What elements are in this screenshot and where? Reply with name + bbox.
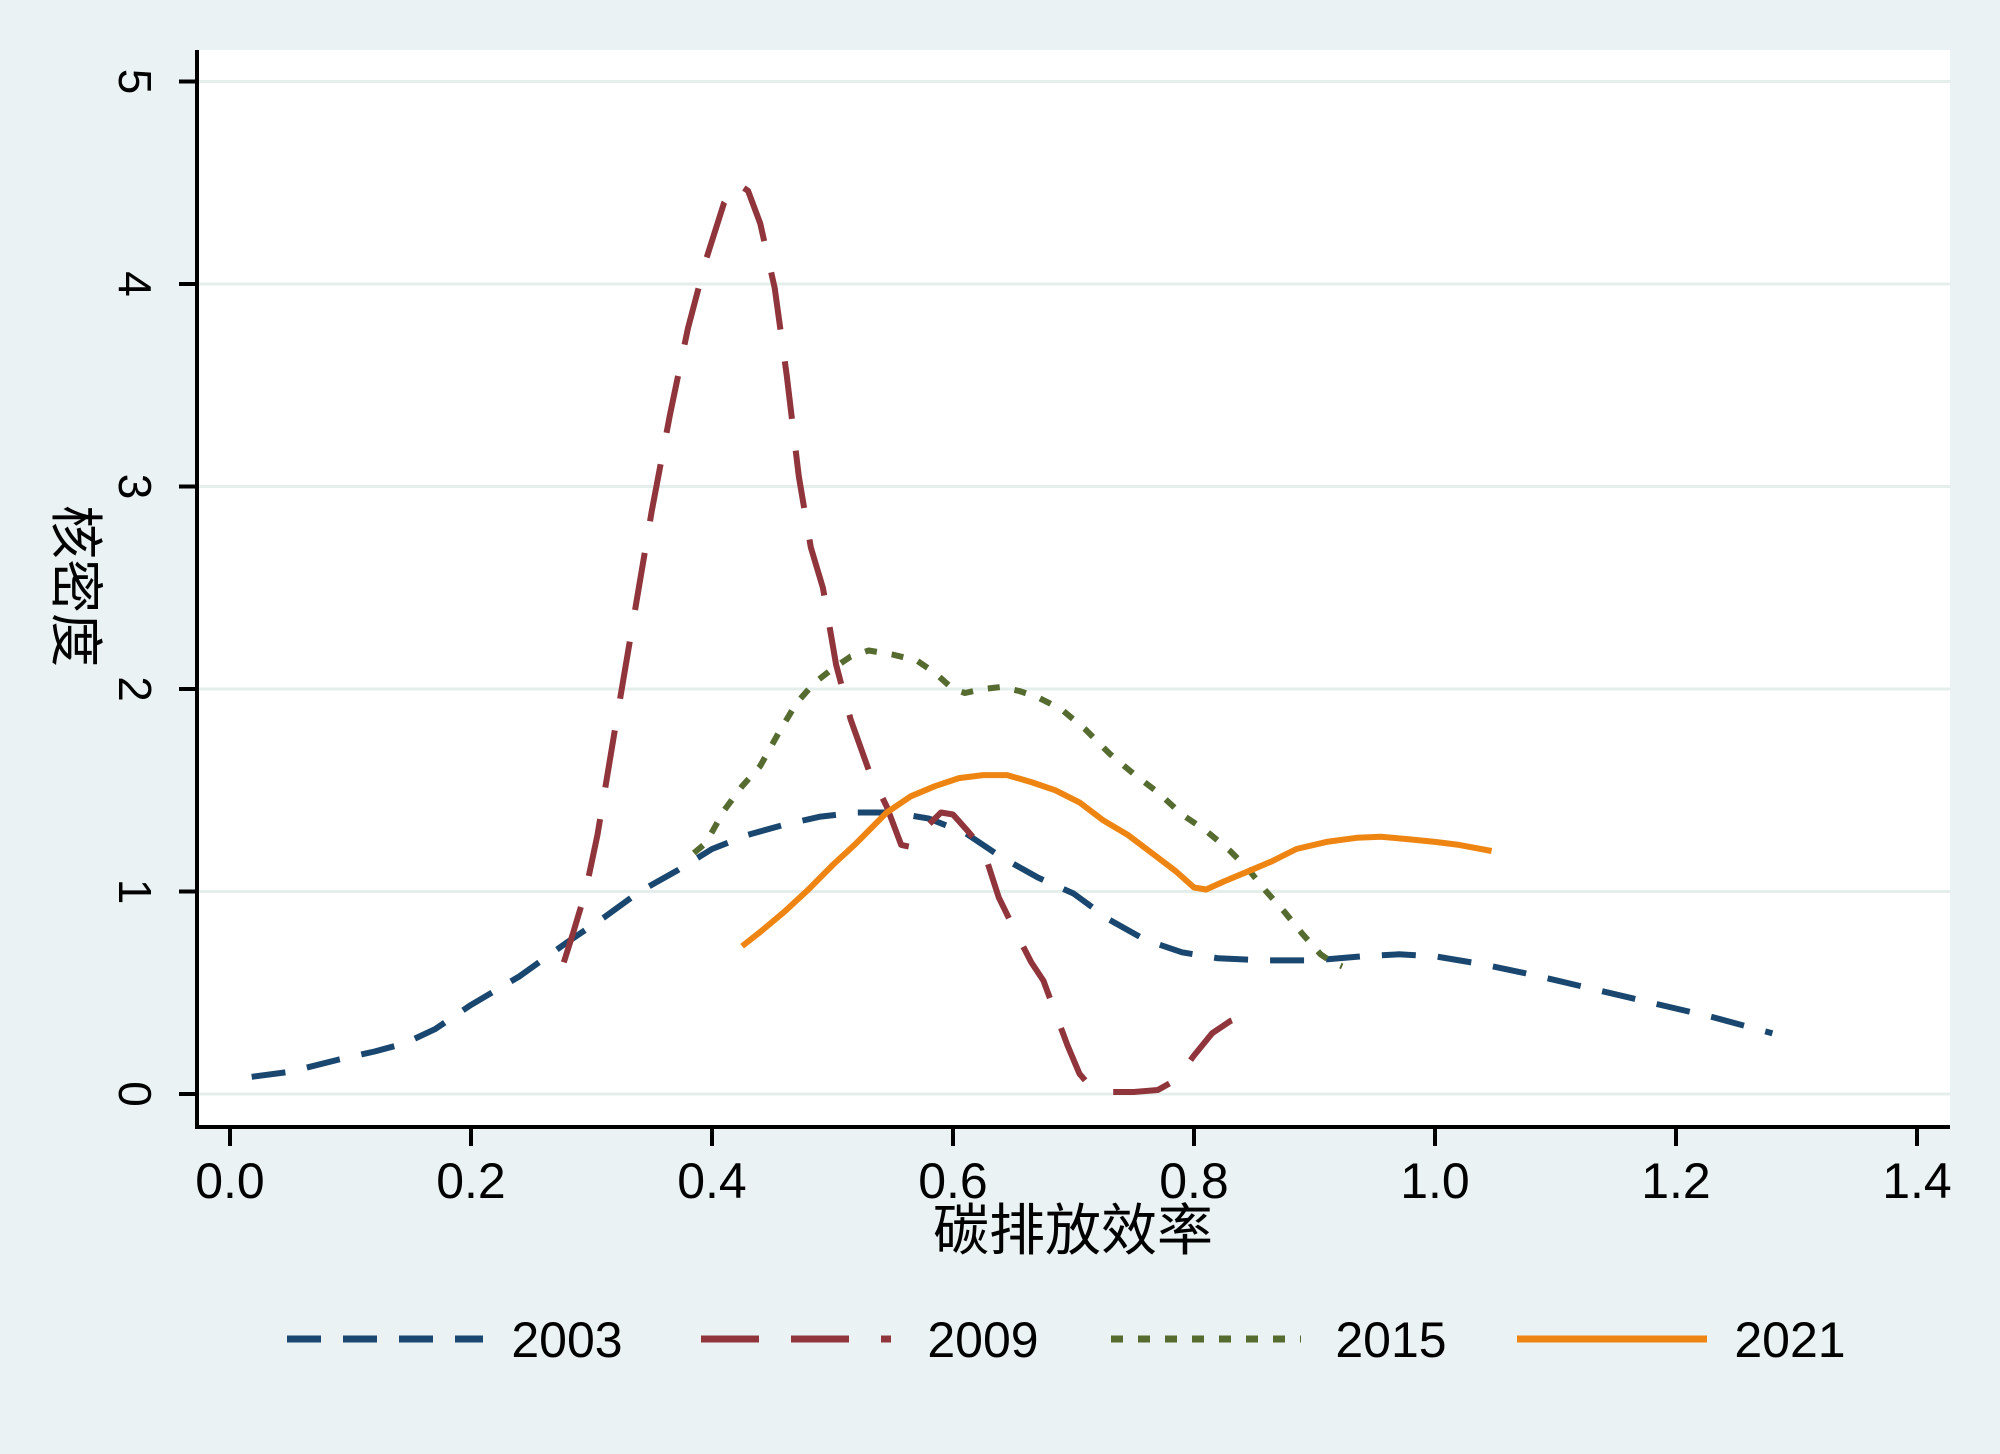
- x-tick-label: 1.4: [1882, 1153, 1952, 1209]
- x-tick-label: 0.8: [1159, 1153, 1229, 1209]
- y-axis-title: 核密度: [45, 505, 105, 667]
- legend-item-2009: 2009: [701, 1312, 1039, 1368]
- x-axis-title: 碳排放效率: [933, 1199, 1213, 1262]
- series-line-2021: [740, 772, 1493, 949]
- y-tick-label: 0: [109, 1081, 161, 1107]
- x-tick-label: 0.4: [677, 1153, 747, 1209]
- legend-label-2021: 2021: [1734, 1312, 1845, 1368]
- plot-area: [197, 50, 1950, 1127]
- y-tick-label: 2: [109, 676, 161, 702]
- x-tick-label: 1.2: [1641, 1153, 1711, 1209]
- legend-label-2015: 2015: [1335, 1312, 1446, 1368]
- legend-item-2015: 2015: [1111, 1312, 1447, 1368]
- series-group: [251, 179, 1774, 1095]
- legend-label-2009: 2009: [927, 1312, 1038, 1368]
- legend-item-2003: 2003: [287, 1312, 623, 1368]
- y-tick-label: 1: [109, 879, 161, 905]
- legend-label-2003: 2003: [511, 1312, 622, 1368]
- x-tick-label: 1.0: [1400, 1153, 1470, 1209]
- series-line-2015: [691, 647, 1344, 970]
- x-ticks-group: 0.0 0.2 0.4 0.6 0.8 1.0 1.2 1.4: [195, 1127, 1952, 1209]
- x-tick-label: 0.6: [918, 1153, 988, 1209]
- legend-group: 2003 2009 2015 2021: [287, 1312, 1846, 1368]
- x-tick-label: 0.0: [195, 1153, 265, 1209]
- gridlines-group: [199, 80, 1950, 1096]
- x-tick-label: 0.2: [436, 1153, 506, 1209]
- legend-item-2021: 2021: [1517, 1312, 1846, 1368]
- series-line-2003: [251, 809, 1774, 1080]
- y-ticks-group: 0 1 2 3 4 5: [109, 69, 197, 1107]
- y-tick-label: 5: [109, 69, 161, 95]
- y-tick-label: 3: [109, 474, 161, 500]
- series-line-2009: [560, 179, 1259, 1095]
- y-tick-label: 4: [109, 271, 161, 297]
